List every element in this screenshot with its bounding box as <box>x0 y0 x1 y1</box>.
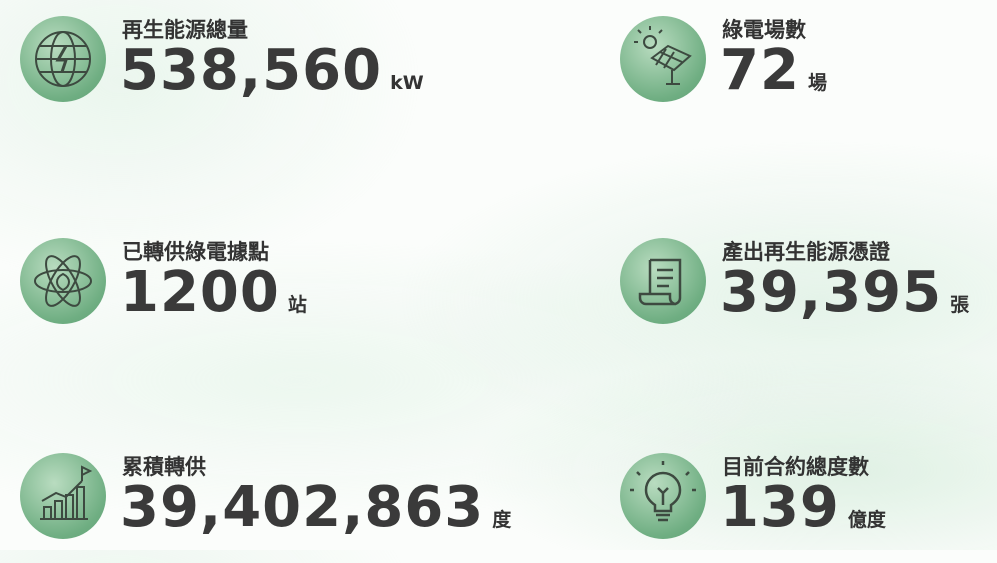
stat-item: 再生能源總量 538,560 kW <box>20 16 480 126</box>
stat-value: 139 <box>720 475 840 540</box>
stat-value: 1200 <box>120 260 280 325</box>
stat-value: 39,402,863 <box>120 475 485 540</box>
solar-icon <box>620 16 706 102</box>
stat-item: 綠電場數 72 場 <box>620 16 997 126</box>
globe-icon <box>20 16 106 102</box>
stat-unit: 站 <box>287 294 307 316</box>
atom-icon <box>20 238 106 324</box>
stat-item: 目前合約總度數 139 億度 <box>620 453 997 563</box>
stat-label: 再生能源總量 <box>122 18 248 42</box>
growth-icon <box>20 453 106 539</box>
stat-unit: kW <box>390 72 424 94</box>
bulb-icon <box>620 453 706 539</box>
stat-label: 已轉供綠電據點 <box>122 240 269 264</box>
page: {"stats": [ {"label": "再生能源總量", "value":… <box>0 0 997 550</box>
certificate-icon <box>620 238 706 324</box>
stat-unit: 場 <box>807 72 827 94</box>
stat-item: 產出再生能源憑證 39,395 張 <box>620 238 997 348</box>
stat-value: 39,395 <box>720 260 943 325</box>
stat-label: 綠電場數 <box>722 18 806 42</box>
stat-label: 產出再生能源憑證 <box>722 240 890 264</box>
stat-value: 72 <box>720 38 800 103</box>
stat-unit: 張 <box>950 294 970 316</box>
stat-unit: 億度 <box>847 509 886 531</box>
stat-value: 538,560 <box>120 38 383 103</box>
stat-label: 目前合約總度數 <box>722 455 869 479</box>
stat-unit: 度 <box>492 509 512 531</box>
stat-item: 已轉供綠電據點 1200 站 <box>20 238 480 348</box>
stat-item: 累積轉供 39,402,863 度 <box>20 453 511 563</box>
stat-label: 累積轉供 <box>122 455 206 479</box>
